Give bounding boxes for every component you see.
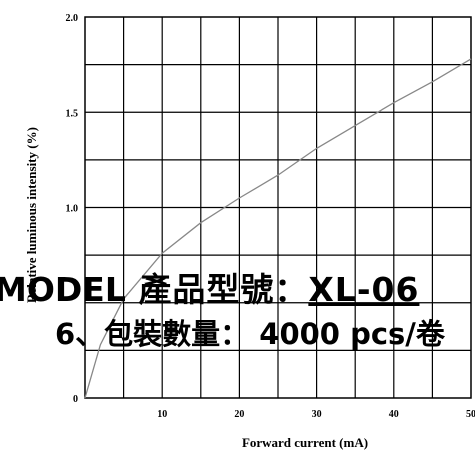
chart-grid: [85, 17, 471, 398]
model-overlay-text: MODEL 產品型號：XL-06: [0, 273, 419, 306]
y-tick-label: 1.5: [66, 108, 79, 119]
x-tick-label: 50: [466, 409, 475, 420]
model-number: XL-06: [308, 270, 420, 309]
x-tick-label: 10: [157, 409, 167, 420]
model-cn-label: 產品型號：: [138, 270, 309, 309]
y-axis-label: Relative luminous intensity (%): [24, 127, 39, 303]
y-tick-label: 1.0: [66, 204, 79, 215]
y-tick-label: 0: [73, 394, 78, 405]
series-line: [84, 58, 472, 399]
plot-frame: [84, 16, 472, 399]
chart-marks: [84, 58, 472, 399]
model-label: MODEL: [0, 270, 126, 309]
packing-overlay-text: 6、包裝數量： 4000 pcs/卷: [55, 317, 445, 351]
y-tick-label: 2.0: [66, 13, 79, 24]
chart-ticks: 10 20 30 40 50 0 1.0 1.5 2.0: [66, 13, 475, 420]
x-tick-label: 20: [234, 409, 244, 420]
x-tick-label: 40: [389, 409, 399, 420]
x-axis-label: Forward current (mA): [242, 435, 368, 450]
x-tick-label: 30: [312, 409, 322, 420]
